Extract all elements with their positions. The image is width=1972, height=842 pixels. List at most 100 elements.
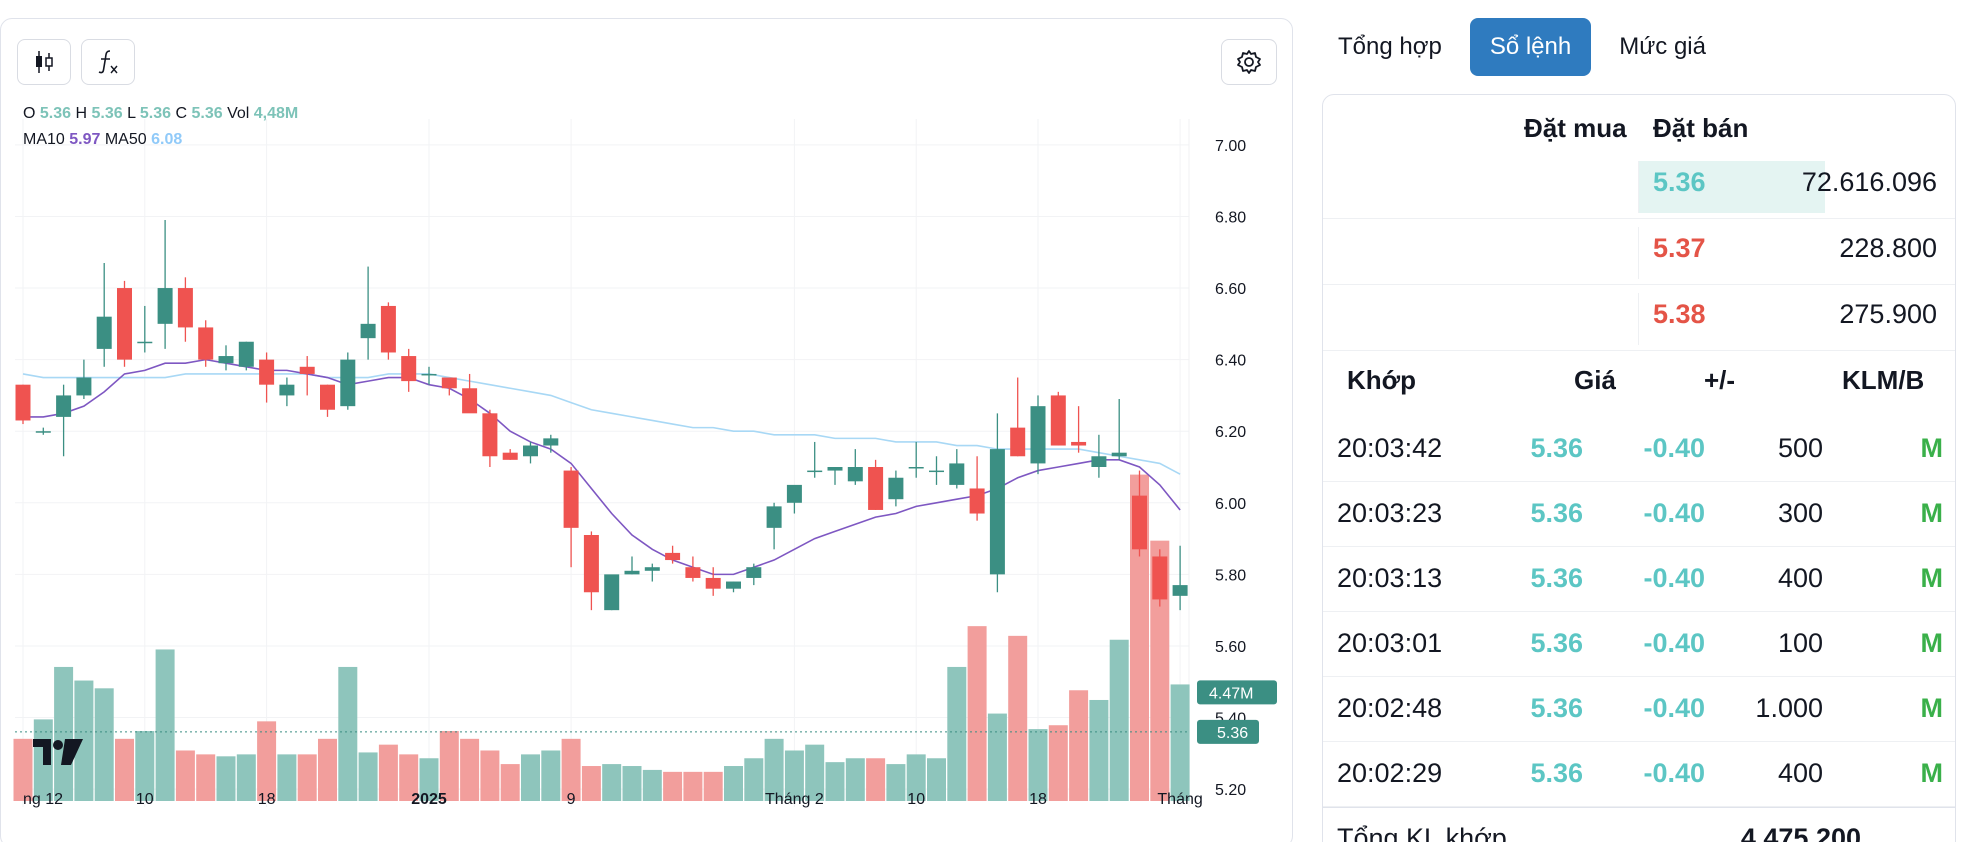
- candle: [1132, 470, 1147, 557]
- x-tick-label: ng 12: [23, 791, 63, 808]
- candle-style-button[interactable]: [17, 39, 71, 85]
- ask-row[interactable]: 5.38 275.900: [1323, 287, 1955, 351]
- volume-bar: [581, 766, 601, 801]
- candle: [421, 366, 437, 385]
- tab-tong-hop[interactable]: Tổng hợp: [1338, 33, 1442, 60]
- candle-body: [563, 470, 579, 528]
- candle: [868, 459, 884, 510]
- volume-bar: [1008, 635, 1028, 801]
- ask-row[interactable]: 5.36 72.616.096: [1323, 155, 1955, 219]
- trade-row[interactable]: 20:02:48 5.36 -0.40 1.000 M: [1323, 677, 1955, 742]
- tab-muc-gia[interactable]: Mức giá: [1619, 33, 1706, 60]
- trade-change: -0.40: [1643, 628, 1705, 658]
- indicators-button[interactable]: [81, 39, 135, 85]
- function-icon: [98, 50, 118, 74]
- candle-body: [117, 288, 132, 360]
- candle-body: [523, 445, 538, 457]
- candle-body: [908, 467, 924, 469]
- candle: [583, 531, 599, 611]
- trade-time: 20:02:29: [1337, 758, 1443, 788]
- price-chart[interactable]: 7.006.806.606.406.206.005.805.605.405.20…: [1, 19, 1293, 842]
- candle: [847, 449, 863, 485]
- volume-bar: [460, 738, 480, 801]
- volume-bar: [1170, 684, 1190, 801]
- x-tick-label: 18: [258, 791, 276, 808]
- candle: [807, 441, 823, 478]
- volume-bar: [987, 713, 1007, 801]
- candle-body: [401, 356, 417, 382]
- candle: [441, 377, 457, 396]
- candle-body: [726, 581, 741, 589]
- volume-bar: [175, 750, 195, 801]
- ask-volume: 228.800: [1839, 233, 1937, 263]
- volume-bar: [257, 721, 277, 801]
- ask-row[interactable]: 5.37 228.800: [1323, 221, 1955, 285]
- candle: [56, 384, 72, 457]
- candle: [279, 377, 295, 407]
- volume-bar: [521, 754, 540, 801]
- y-tick-label: 5.80: [1215, 567, 1246, 584]
- volume-bar: [94, 688, 114, 801]
- volume-bar: [196, 754, 216, 801]
- y-tick-label: 7.00: [1215, 138, 1246, 155]
- x-tick-label: 10: [136, 791, 154, 808]
- open-label: O: [23, 105, 36, 122]
- candle-body: [543, 438, 559, 446]
- y-tick-label: 6.80: [1215, 209, 1246, 226]
- candle-body: [56, 395, 72, 417]
- trade-row[interactable]: 20:03:13 5.36 -0.40 400 M: [1323, 547, 1955, 612]
- candle: [1030, 395, 1046, 475]
- volume-bar: [784, 750, 804, 801]
- candle-body: [888, 477, 904, 500]
- ma50-value: 6.08: [151, 131, 183, 148]
- order-book-panel: Đặt mua Đặt bán 5.36 72.616.096 5.37 228…: [1322, 94, 1956, 842]
- panel-tabs: Tổng hợp Sổ lệnh Mức giá: [1318, 18, 1726, 76]
- trade-row[interactable]: 20:02:29 5.36 -0.40 400 M: [1323, 742, 1955, 807]
- candle-body: [1030, 406, 1046, 464]
- open-value: 5.36: [39, 105, 72, 122]
- trade-row[interactable]: 20:03:23 5.36 -0.40 300 M: [1323, 482, 1955, 547]
- volume-bar: [115, 738, 134, 801]
- trade-row[interactable]: 20:03:42 5.36 -0.40 500 M: [1323, 417, 1955, 482]
- candle-body: [482, 413, 498, 457]
- trade-change: -0.40: [1643, 758, 1705, 788]
- candle: [96, 263, 112, 367]
- trade-side: M: [1920, 758, 1944, 788]
- settings-button[interactable]: [1221, 39, 1277, 85]
- candle-body: [1071, 441, 1087, 446]
- trade-side: M: [1920, 433, 1944, 463]
- candle: [380, 302, 396, 360]
- candle-body: [1111, 452, 1127, 457]
- candle-body: [969, 488, 985, 514]
- buy-header: Đặt mua: [1524, 113, 1627, 143]
- candle-body: [462, 388, 478, 414]
- tradingview-logo[interactable]: [31, 737, 85, 772]
- y-tick-label: 6.00: [1215, 496, 1246, 513]
- candle-body: [238, 341, 254, 367]
- volume-bar: [155, 649, 175, 801]
- candle-body: [989, 449, 1005, 575]
- tab-so-lenh[interactable]: Sổ lệnh: [1469, 18, 1592, 76]
- trade-side: M: [1920, 563, 1944, 593]
- trade-row[interactable]: 20:03:01 5.36 -0.40 100 M: [1323, 612, 1955, 677]
- x-tick-label: Tháng: [1157, 791, 1202, 808]
- ask-price: 5.36: [1653, 167, 1706, 197]
- trade-qty: 1.000: [1755, 693, 1823, 723]
- candle: [604, 574, 620, 611]
- candle-body: [320, 384, 335, 410]
- trades-header-time: Khớp: [1347, 365, 1417, 395]
- candlestick-icon: [36, 51, 53, 73]
- candle-body: [746, 567, 762, 578]
- candle-body: [15, 384, 31, 421]
- candle-body: [766, 506, 782, 528]
- candle: [15, 384, 31, 425]
- candle-body: [360, 323, 376, 339]
- ma50-label: MA50: [104, 131, 147, 148]
- trade-price: 5.36: [1530, 433, 1583, 463]
- gear-icon: [1237, 50, 1261, 74]
- candle-body: [259, 359, 275, 385]
- candle-body: [1010, 427, 1026, 457]
- trade-time: 20:02:48: [1337, 693, 1443, 723]
- volume-bar: [338, 666, 358, 801]
